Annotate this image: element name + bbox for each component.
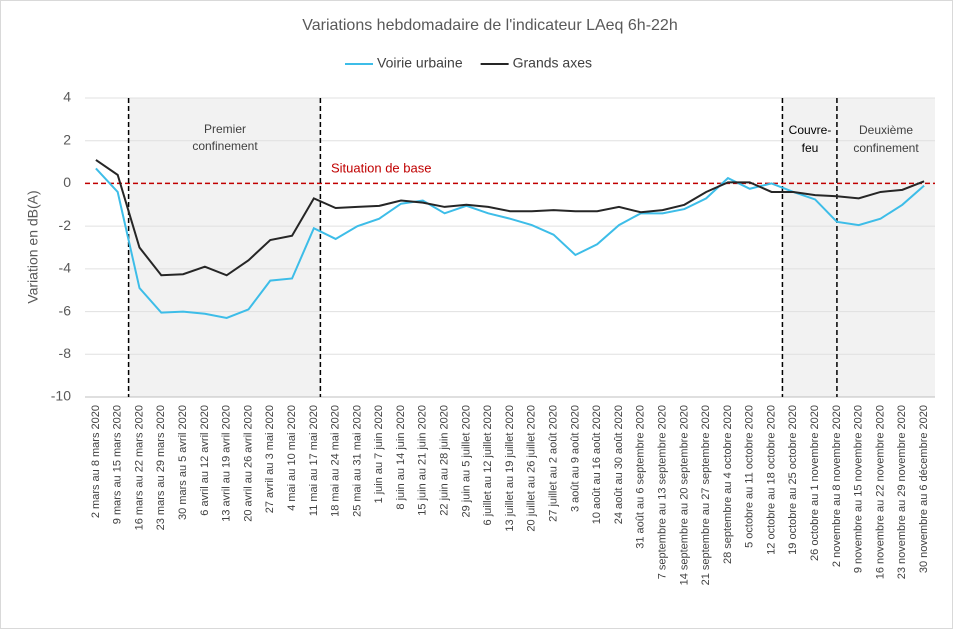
y-tick-label: 0 [63, 174, 71, 190]
annotation: Couvre- [789, 123, 832, 137]
annotation: feu [802, 141, 819, 155]
legend-label: Voirie urbaine [377, 55, 463, 71]
annotation: Deuxième [859, 123, 913, 137]
x-tick-label: 25 mai au 31 mai 2020 [351, 405, 363, 517]
x-tick-label: 2 novembre au 8 novembre 2020 [831, 405, 843, 567]
x-tick-label: 13 avril au 19 avril 2020 [221, 405, 233, 522]
x-tick-label: 29 juin au 5 juillet 2020 [460, 405, 472, 518]
x-tick-label: 26 octobre au 1 novembre 2020 [809, 405, 821, 561]
y-tick-label: 4 [63, 89, 71, 105]
x-tick-label: 22 juin au 28 juin 2020 [439, 405, 451, 516]
x-tick-label: 10 août au 16 août 2020 [591, 405, 603, 524]
x-tick-label: 12 octobre au 18 octobre 2020 [765, 405, 777, 555]
x-tick-label: 5 octobre au 11 octobre 2020 [744, 405, 756, 548]
series-line [95, 167, 925, 320]
x-tick-label: 23 mars au 29 mars 2020 [155, 405, 167, 530]
x-tick-label: 31 août au 6 septembre 2020 [635, 405, 647, 549]
x-tick-label: 14 septembre au 20 septembre 2020 [678, 405, 690, 585]
x-tick-label: 23 novembre au 29 novembre 2020 [896, 405, 908, 579]
y-tick-label: -8 [59, 345, 72, 361]
x-tick-label: 20 juillet au 26 juillet 2020 [526, 405, 538, 532]
x-tick-label: 27 juillet au 2 août 2020 [547, 405, 559, 522]
y-tick-label: -10 [51, 388, 71, 404]
x-tick-label: 28 septembre au 4 octobre 2020 [722, 405, 734, 564]
period-shade [782, 98, 935, 397]
x-tick-label: 6 avril au 12 avril 2020 [199, 405, 211, 516]
x-tick-label: 6 juillet au 12 juillet 2020 [482, 405, 494, 525]
x-tick-label: 15 juin au 21 juin 2020 [417, 405, 429, 516]
x-tick-label: 8 juin au 14 juin 2020 [395, 405, 407, 510]
x-tick-label: 13 juillet au 19 juillet 2020 [504, 405, 516, 532]
x-tick-label: 21 septembre au 27 septembre 2020 [700, 405, 712, 585]
series-line [95, 159, 925, 277]
x-tick-label: 27 avril au 3 mai 2020 [264, 405, 276, 513]
x-tick-label: 16 novembre au 22 novembre 2020 [874, 405, 886, 579]
x-tick-label: 1 juin au 7 juin 2020 [373, 405, 385, 503]
y-axis-label: Variation en dB(A) [25, 190, 41, 303]
y-tick-label: -2 [59, 217, 72, 233]
y-tick-label: -4 [59, 260, 72, 276]
y-tick-label: -6 [59, 302, 72, 318]
annotation: confinement [853, 141, 919, 155]
legend-label: Grands axes [513, 55, 592, 71]
x-tick-label: 30 novembre au 6 décembre 2020 [918, 405, 930, 573]
x-tick-label: 20 avril au 26 avril 2020 [242, 405, 254, 522]
x-tick-label: 2 mars au 8 mars 2020 [90, 405, 102, 518]
x-tick-label: 9 novembre au 15 novembre 2020 [853, 405, 865, 573]
annotation: confinement [192, 139, 258, 153]
x-tick-label: 30 mars au 5 avril 2020 [177, 405, 189, 520]
x-tick-label: 4 mai au 10 mai 2020 [286, 405, 298, 511]
x-tick-label: 18 mai au 24 mai 2020 [330, 405, 342, 517]
x-tick-label: 24 août au 30 août 2020 [613, 405, 625, 524]
x-tick-label: 7 septembre au 13 septembre 2020 [656, 405, 668, 579]
y-tick-label: 2 [63, 131, 71, 147]
x-tick-label: 11 mai au 17 mai 2020 [308, 405, 320, 516]
x-tick-label: 3 août au 9 août 2020 [569, 405, 581, 512]
chart-title: Variations hebdomadaire de l'indicateur … [302, 17, 677, 34]
annotation: Situation de base [331, 160, 431, 175]
annotation: Premier [204, 122, 246, 136]
x-tick-label: 19 octobre au 25 octobre 2020 [787, 405, 799, 555]
x-tick-label: 16 mars au 22 mars 2020 [133, 405, 145, 530]
x-tick-label: 9 mars au 15 mars 2020 [112, 405, 124, 524]
period-shade [128, 98, 321, 397]
